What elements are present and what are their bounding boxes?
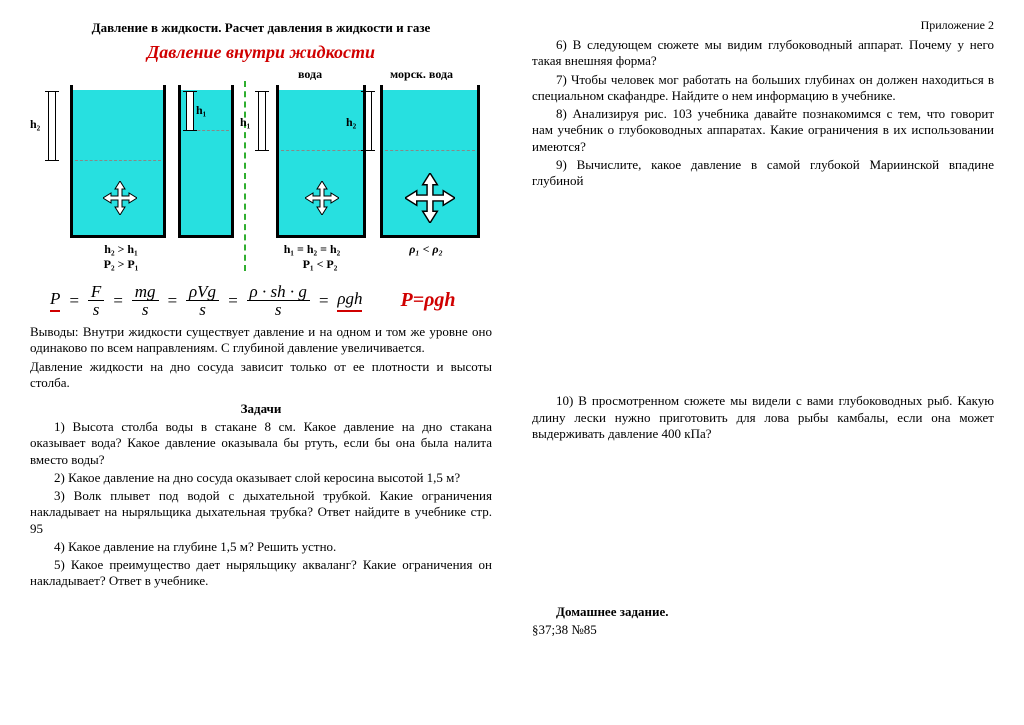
arrow-cross-icon: [103, 181, 137, 215]
diagram-title: Давление внутри жидкости: [30, 42, 492, 63]
formula-P: P: [50, 289, 60, 312]
under-left-2: P₂ > P₁: [76, 257, 166, 272]
appendix-label: Приложение 2: [532, 18, 994, 33]
under-left-1: h₂ > h₁: [76, 242, 166, 257]
arrow-cross-icon: [405, 173, 455, 223]
under-right: ρ₁ < ρ₂: [386, 242, 466, 257]
right-column: Приложение 2 6) В следующем сюжете мы ви…: [532, 18, 994, 641]
question-8: 8) Анализируя рис. 103 учебника давайте …: [532, 106, 994, 155]
question-9: 9) Вычислите, какое давление в самой глу…: [532, 157, 994, 190]
h1-label-1: h₁: [196, 103, 206, 118]
conclusion-1: Выводы: Внутри жидкости существует давле…: [30, 324, 492, 357]
conclusion-2: Давление жидкости на дно сосуда зависит …: [30, 359, 492, 392]
left-column: Давление в жидкости. Расчет давления в ж…: [30, 18, 492, 641]
formula-rhogh: ρgh: [337, 289, 362, 312]
beaker-4: [380, 85, 480, 238]
task-1: 1) Высота столба воды в стакане 8 см. Ка…: [30, 419, 492, 468]
homework-heading: Домашнее задание.: [532, 604, 994, 620]
separator: [244, 81, 246, 271]
homework-text: §37;38 №85: [532, 622, 994, 638]
beaker-3: [276, 85, 366, 238]
beaker-1: [70, 85, 166, 238]
formula-big: P=ρgh: [400, 289, 455, 312]
task-3: 3) Волк плывет под водой с дыхательной т…: [30, 488, 492, 537]
under-mid: h₁ = h₂ = h₂: [262, 242, 362, 257]
question-10: 10) В просмотренном сюжете мы видели с в…: [532, 393, 994, 442]
task-2: 2) Какое давление на дно сосуда оказывае…: [30, 470, 492, 486]
h2-label-2: h₂: [346, 115, 356, 130]
arrow-cross-icon: [305, 181, 339, 215]
label-water: вода: [298, 67, 322, 82]
h1-label-2: h₁: [240, 115, 250, 130]
label-seawater: морск. вода: [390, 67, 453, 82]
tasks-heading: Задачи: [30, 401, 492, 417]
task-4: 4) Какое давление на глубине 1,5 м? Реши…: [30, 539, 492, 555]
page-title: Давление в жидкости. Расчет давления в ж…: [30, 20, 492, 36]
question-7: 7) Чтобы человек мог работать на больших…: [532, 72, 994, 105]
h2-label-1: h₂: [30, 117, 40, 132]
formula-row: P = Fs = mgs = ρVgs = ρ · sh · gs = ρgh …: [50, 283, 492, 318]
under-mid-2: P₁ < P₂: [290, 257, 350, 272]
question-6: 6) В следующем сюжете мы видим глубоково…: [532, 37, 994, 70]
task-5: 5) Какое преимущество дает ныряльщику ак…: [30, 557, 492, 590]
diagram: вода морск. вода h₂ h₁: [30, 67, 492, 277]
